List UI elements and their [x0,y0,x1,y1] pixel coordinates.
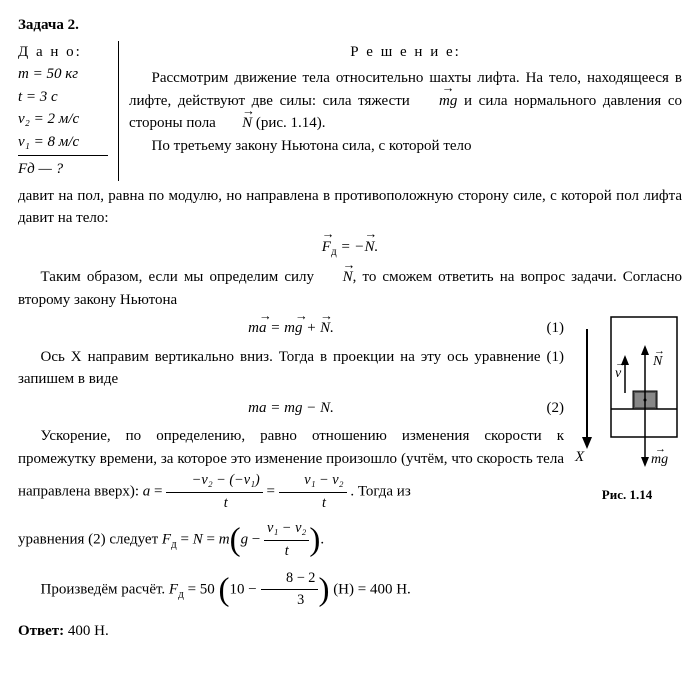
given-t: t = 3 с [18,86,108,109]
given-panel: Д а н о: m = 50 кг t = 3 с v₂ = 2 м/с v₁… [18,41,119,181]
paragraph-1: Рассмотрим движение тела относительно ша… [129,67,682,135]
answer: Ответ: 400 Н. [18,620,682,643]
solution-label: Р е ш е н и е: [129,41,682,64]
top-block: Д а н о: m = 50 кг t = 3 с v₂ = 2 м/с v₁… [18,41,682,181]
paragraph-6: уравнения (2) следует Fд = N = m(g − v₁ … [18,518,682,562]
paragraph-2-start: По третьему закону Ньютона сила, с котор… [129,135,682,158]
given-v2: v₂ = 2 м/с [18,108,108,131]
paragraph-2-cont: давит на пол, равна по модулю, но направ… [18,185,682,230]
problem-title: Задача 2. [18,14,682,37]
solution-intro: Р е ш е н и е: Рассмотрим движение тела … [129,41,682,158]
diagram-svg: N → mg → v → X [573,311,681,481]
mid-block: ma = mg + N. (1) Ось X направим вертикал… [18,311,682,514]
equation-1: ma = mg + N. (1) [18,317,564,340]
paragraph-3: Таким образом, если мы определим силу N,… [18,266,682,311]
given-label: Д а н о: [18,41,108,64]
paragraph-4: Ось X направим вертикально вниз. Тогда в… [18,346,564,391]
equation-2: ma = mg − N. (2) [18,397,564,420]
given-v1: v₁ = 8 м/с [18,131,108,154]
svg-text:→: → [615,357,626,369]
svg-text:→: → [654,345,665,357]
paragraph-5: Ускорение, по определению, равно отношен… [18,425,564,514]
paragraph-7: Произведём расчёт. Fд = 50 (10 − 8 − 23)… [18,568,682,612]
figure-1-14: N → mg → v → X Рис. 1.14 [572,311,682,505]
given-m: m = 50 кг [18,63,108,86]
figure-caption: Рис. 1.14 [572,485,682,505]
given-find: Fд — ? [18,155,108,181]
svg-text:→: → [655,443,666,455]
svg-text:X: X [574,449,585,465]
